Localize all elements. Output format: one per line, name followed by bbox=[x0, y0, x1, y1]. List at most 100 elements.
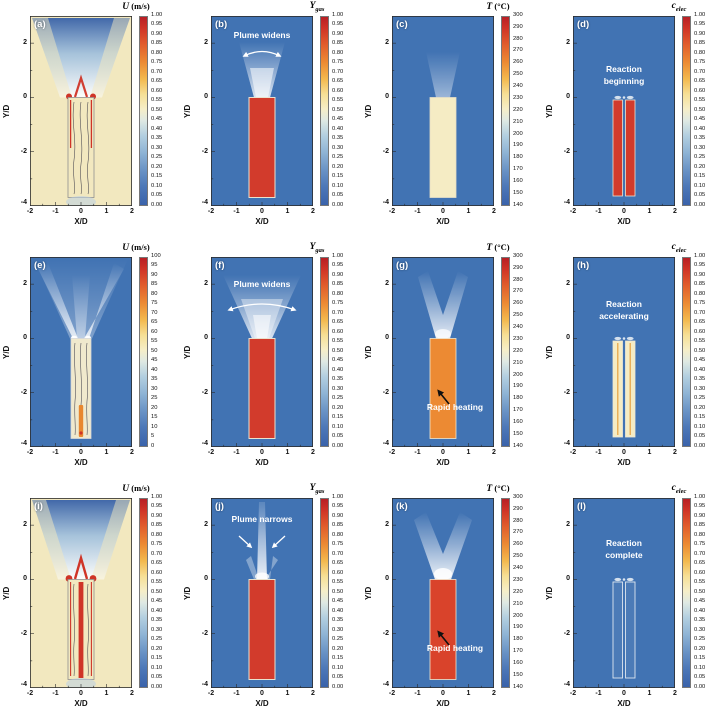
x-tick-label: 2 bbox=[130, 208, 134, 215]
streamline bbox=[79, 101, 83, 195]
y-tick-label: 2 bbox=[23, 39, 27, 47]
x-tick-label: 2 bbox=[130, 690, 134, 697]
colorbar-tick-label: 25 bbox=[151, 395, 158, 402]
x-tick-label: 0 bbox=[622, 449, 626, 456]
colorbar-tick-label: 0.40 bbox=[332, 366, 344, 373]
colorbar-tick-label: 0.10 bbox=[151, 664, 163, 671]
colorbar bbox=[320, 257, 329, 447]
contour-plot: Reaction beginning bbox=[573, 16, 675, 206]
x-tick-label: -1 bbox=[52, 208, 59, 215]
y-tick-label: 2 bbox=[566, 280, 570, 288]
colorbar-tick-label: 0.00 bbox=[332, 442, 344, 449]
colorbar-tick-label: 0.40 bbox=[151, 607, 163, 614]
colorbar-tick-label: 100 bbox=[151, 252, 161, 259]
colorbar-title: celec bbox=[635, 1, 723, 13]
colorbar-subscript: elec bbox=[675, 487, 687, 495]
y-tick-label: -2 bbox=[20, 629, 27, 637]
y-tick-label: 0 bbox=[566, 334, 570, 342]
colorbar-subscript: elec bbox=[675, 246, 687, 254]
colorbar-tick-label: 0.80 bbox=[332, 531, 344, 538]
x-tick-label: 1 bbox=[104, 449, 109, 456]
colorbar-tick-label: 0.30 bbox=[694, 144, 706, 151]
colorbar-tick-label: 0.10 bbox=[151, 182, 163, 189]
colorbar-title: U (m/s) bbox=[92, 483, 180, 494]
x-tick-label: 2 bbox=[492, 449, 496, 456]
contour-plot-area bbox=[30, 257, 132, 447]
colorbar-unit: (m/s) bbox=[129, 1, 150, 11]
y-tick-label: 0 bbox=[23, 575, 27, 583]
streamline bbox=[74, 342, 76, 436]
x-tick-label: 2 bbox=[492, 690, 496, 697]
electrode-region bbox=[625, 99, 636, 197]
colorbar-tick-label: 0.95 bbox=[694, 503, 706, 510]
colorbar-tick-label: 0.40 bbox=[332, 125, 344, 132]
colorbar-tick-label: 0.55 bbox=[151, 579, 163, 586]
y-tick-label: 0 bbox=[204, 93, 208, 101]
annotation-text: Reaction bbox=[606, 299, 642, 309]
colorbar-tick-label: 70 bbox=[151, 309, 158, 316]
colorbar-subscript: gas bbox=[315, 5, 325, 13]
colorbar-tick-label: 0.20 bbox=[332, 645, 344, 652]
x-tick-label: 0 bbox=[441, 690, 445, 697]
colorbar-tick-label: 150 bbox=[513, 430, 523, 437]
colorbar-tick-label: 0.55 bbox=[332, 579, 344, 586]
colorbar-tick-label: 0.45 bbox=[332, 116, 344, 123]
colorbar-symbol: Y bbox=[309, 242, 316, 252]
colorbar bbox=[139, 16, 148, 206]
x-axis-label: X/D bbox=[436, 458, 450, 467]
contour-plot bbox=[30, 16, 132, 206]
contour-plot-area: Reaction complete bbox=[573, 498, 675, 688]
x-tick-label: 1 bbox=[104, 208, 109, 215]
colorbar-tick-label: 1.00 bbox=[151, 493, 163, 500]
colorbar-title: U (m/s) bbox=[92, 242, 180, 253]
colorbar-tick-label: 260 bbox=[513, 300, 523, 307]
contour-plot bbox=[30, 257, 132, 447]
plume-shape bbox=[246, 556, 259, 580]
colorbar-tick-label: 0.90 bbox=[151, 512, 163, 519]
y-tick-label: -4 bbox=[201, 440, 208, 447]
colorbar-tick-label: 0.70 bbox=[332, 550, 344, 557]
colorbar-tick-label: 0.55 bbox=[694, 97, 706, 104]
colorbar-tick-label: 95 bbox=[151, 262, 158, 269]
x-tick-label: 0 bbox=[622, 208, 626, 215]
colorbar-symbol: T bbox=[486, 243, 493, 253]
colorbar-tick-label: 40 bbox=[151, 366, 158, 373]
colorbar-tick-label: 0.60 bbox=[694, 569, 706, 576]
colorbar-tick-label: 170 bbox=[513, 166, 523, 173]
vent-glyph bbox=[622, 578, 626, 581]
colorbar-tick-label: 0.90 bbox=[694, 30, 706, 37]
x-tick-label: -1 bbox=[233, 449, 240, 456]
colorbar-tick-label: 0.95 bbox=[151, 503, 163, 510]
colorbar-tick-label: 0.70 bbox=[332, 68, 344, 75]
colorbar-tick-label: 0.40 bbox=[694, 607, 706, 614]
vent-jet bbox=[38, 263, 78, 339]
annotation-text: Plume widens bbox=[234, 30, 291, 40]
colorbar-tick-label: 0.85 bbox=[694, 281, 706, 288]
rapid-heating-arrow bbox=[437, 630, 450, 646]
colorbar-symbol: U bbox=[122, 2, 130, 12]
colorbar-tick-label: 0.20 bbox=[332, 404, 344, 411]
colorbar bbox=[682, 257, 691, 447]
contour-plot: Reaction accelerating bbox=[573, 257, 675, 447]
colorbar-title: T (°C) bbox=[454, 1, 542, 12]
colorbar-tick-label: 150 bbox=[513, 189, 523, 196]
colorbar bbox=[320, 16, 329, 206]
colorbar-tick-label: 0.70 bbox=[151, 68, 163, 75]
x-axis-label: X/D bbox=[74, 217, 88, 226]
y-tick-label: -2 bbox=[201, 147, 208, 155]
colorbar-tick-label: 0.75 bbox=[332, 300, 344, 307]
colorbar bbox=[320, 498, 329, 688]
battery-cell bbox=[248, 579, 276, 680]
colorbar-tick-label: 0.60 bbox=[694, 328, 706, 335]
battery-cell bbox=[248, 97, 276, 198]
colorbar-tick-label: 210 bbox=[513, 359, 523, 366]
colorbar-tick-label: 0.80 bbox=[151, 531, 163, 538]
colorbar-tick-label: 140 bbox=[513, 442, 523, 449]
colorbar-title: T (°C) bbox=[454, 242, 542, 253]
colorbar-tick-label: 250 bbox=[513, 312, 523, 319]
y-tick-label: 2 bbox=[204, 280, 208, 288]
colorbar-tick-label: 0.75 bbox=[332, 59, 344, 66]
colorbar-tick-label: 0.25 bbox=[332, 395, 344, 402]
hot-jet-core bbox=[78, 582, 84, 678]
